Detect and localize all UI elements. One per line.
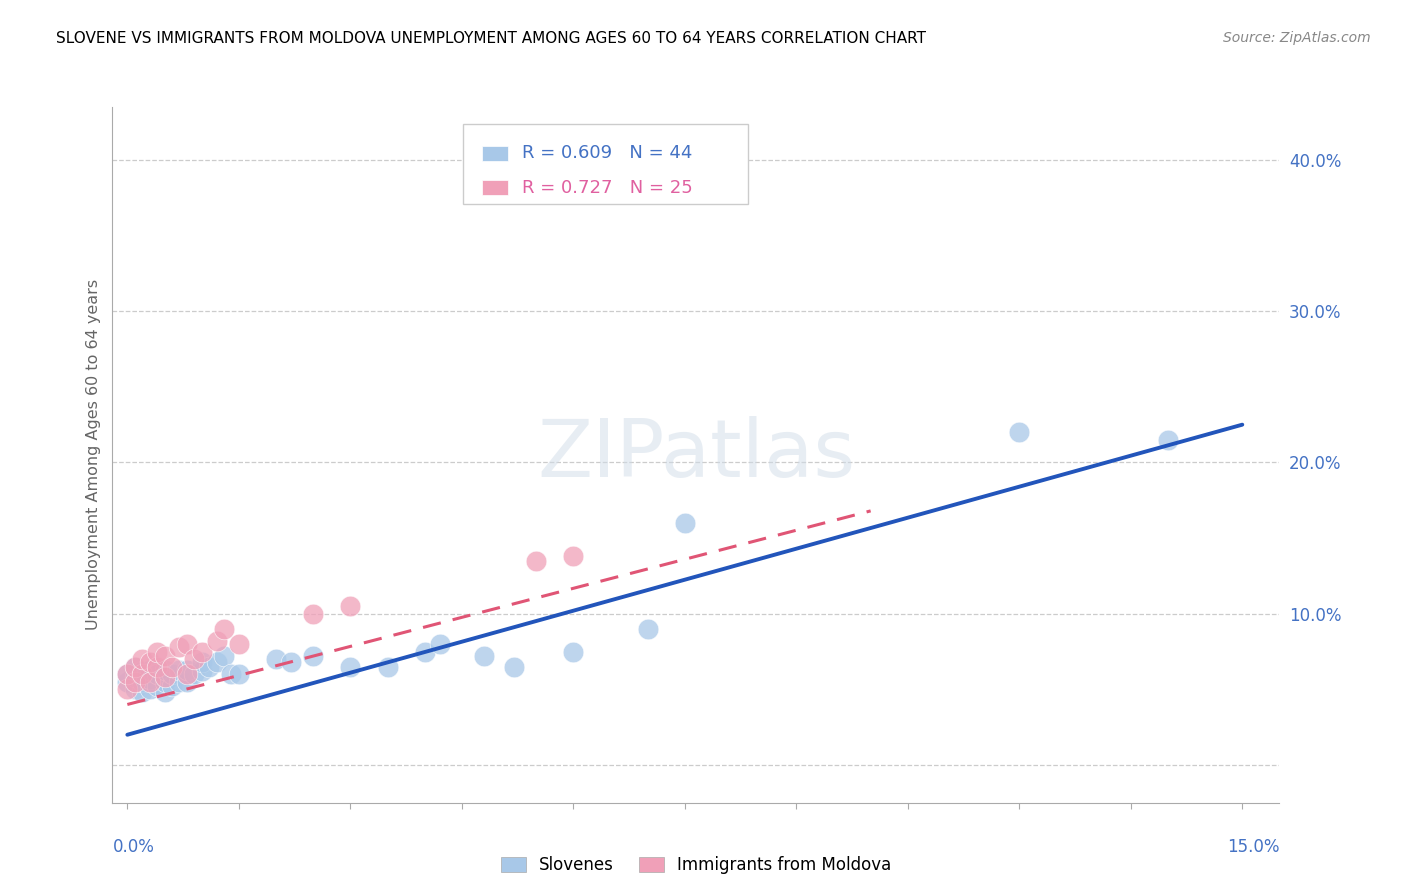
Point xyxy=(138,655,160,669)
Point xyxy=(264,652,287,666)
Point xyxy=(131,652,153,666)
Point xyxy=(160,667,183,681)
Point xyxy=(153,685,176,699)
Point xyxy=(153,649,176,664)
Text: 15.0%: 15.0% xyxy=(1227,838,1279,856)
Point xyxy=(280,655,302,669)
Point xyxy=(198,659,221,673)
Point xyxy=(1157,433,1180,447)
Point xyxy=(169,663,191,677)
Point xyxy=(176,674,198,689)
Text: R = 0.609   N = 44: R = 0.609 N = 44 xyxy=(522,145,693,162)
Text: R = 0.727   N = 25: R = 0.727 N = 25 xyxy=(522,178,693,197)
Point xyxy=(138,682,160,697)
Point xyxy=(146,659,169,673)
Point xyxy=(190,644,212,658)
Point xyxy=(169,674,191,689)
Point xyxy=(183,652,205,666)
Point xyxy=(502,659,524,673)
Point xyxy=(131,674,153,689)
Point xyxy=(205,634,228,648)
Point xyxy=(153,670,176,684)
Point xyxy=(377,659,399,673)
Point xyxy=(160,659,183,673)
Point xyxy=(124,659,146,673)
Point xyxy=(117,667,139,681)
Point xyxy=(153,674,176,689)
Point xyxy=(562,549,585,564)
Point xyxy=(176,667,198,681)
Point xyxy=(429,637,451,651)
Text: SLOVENE VS IMMIGRANTS FROM MOLDOVA UNEMPLOYMENT AMONG AGES 60 TO 64 YEARS CORREL: SLOVENE VS IMMIGRANTS FROM MOLDOVA UNEMP… xyxy=(56,31,927,46)
Point xyxy=(190,664,212,678)
Point xyxy=(138,663,160,677)
Point xyxy=(124,682,146,697)
Point xyxy=(673,516,696,530)
Point xyxy=(138,674,160,689)
Point xyxy=(160,679,183,693)
Point xyxy=(212,649,235,664)
Point xyxy=(169,640,191,654)
Point xyxy=(1008,425,1031,440)
Point xyxy=(637,622,659,636)
Point xyxy=(146,667,169,681)
FancyBboxPatch shape xyxy=(482,180,508,195)
Point xyxy=(117,674,139,689)
Point xyxy=(117,667,139,681)
Point xyxy=(228,637,250,651)
Point xyxy=(472,649,495,664)
Point xyxy=(228,667,250,681)
Point xyxy=(176,663,198,677)
Point xyxy=(124,659,146,673)
Text: 0.0%: 0.0% xyxy=(112,838,155,856)
Point xyxy=(117,682,139,697)
Point xyxy=(221,667,243,681)
Point xyxy=(146,679,169,693)
Point xyxy=(138,672,160,686)
Point xyxy=(146,644,169,658)
Point xyxy=(153,663,176,677)
Point xyxy=(212,622,235,636)
Point xyxy=(131,664,153,678)
Point xyxy=(562,644,585,658)
Point xyxy=(124,670,146,684)
Legend: Slovenes, Immigrants from Moldova: Slovenes, Immigrants from Moldova xyxy=(501,856,891,874)
FancyBboxPatch shape xyxy=(482,145,508,161)
Point xyxy=(205,655,228,669)
Point xyxy=(339,659,361,673)
Point xyxy=(176,637,198,651)
Point xyxy=(124,674,146,689)
Point xyxy=(524,554,547,568)
FancyBboxPatch shape xyxy=(463,124,748,204)
Point xyxy=(413,644,436,658)
Text: Source: ZipAtlas.com: Source: ZipAtlas.com xyxy=(1223,31,1371,45)
Point xyxy=(339,599,361,614)
Point xyxy=(302,607,325,621)
Text: ZIPatlas: ZIPatlas xyxy=(537,416,855,494)
Point xyxy=(183,667,205,681)
Point xyxy=(131,685,153,699)
Point xyxy=(302,649,325,664)
Point xyxy=(131,667,153,681)
Point xyxy=(190,655,212,669)
Y-axis label: Unemployment Among Ages 60 to 64 years: Unemployment Among Ages 60 to 64 years xyxy=(86,279,101,631)
